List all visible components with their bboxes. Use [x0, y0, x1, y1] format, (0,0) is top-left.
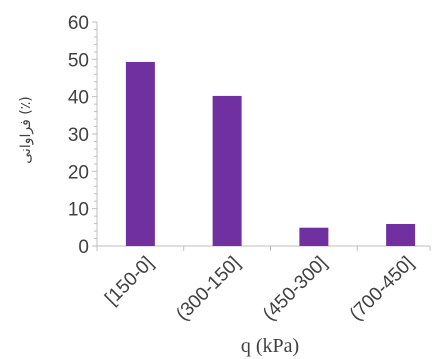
- y-tick-label: 30: [68, 125, 89, 146]
- bar: [212, 95, 242, 246]
- bar: [386, 223, 416, 246]
- bar: [125, 61, 155, 246]
- x-tick-label: (300-150]: [172, 253, 244, 325]
- bars: [125, 61, 416, 246]
- y-tick-label: 40: [68, 88, 89, 109]
- y-tick-label: 50: [68, 50, 89, 71]
- x-axis: [150-0] (300-150] (450-300] (700-450]: [96, 245, 431, 325]
- x-axis-title: q (kPa): [241, 335, 299, 357]
- y-tick-label: 10: [68, 200, 89, 221]
- y-tick-label: 0: [78, 237, 89, 258]
- bar: [299, 227, 329, 246]
- x-tick-label: (700-450]: [346, 253, 418, 325]
- y-axis-title: فراوانی (٪): [18, 96, 34, 163]
- x-tick-label: [150-0]: [101, 253, 158, 310]
- y-tick-label: 60: [68, 13, 89, 34]
- y-tick-label: 20: [68, 162, 89, 183]
- y-axis: 0 10 20 30 40 50 60: [68, 13, 98, 258]
- x-tick-label: (450-300]: [259, 253, 331, 325]
